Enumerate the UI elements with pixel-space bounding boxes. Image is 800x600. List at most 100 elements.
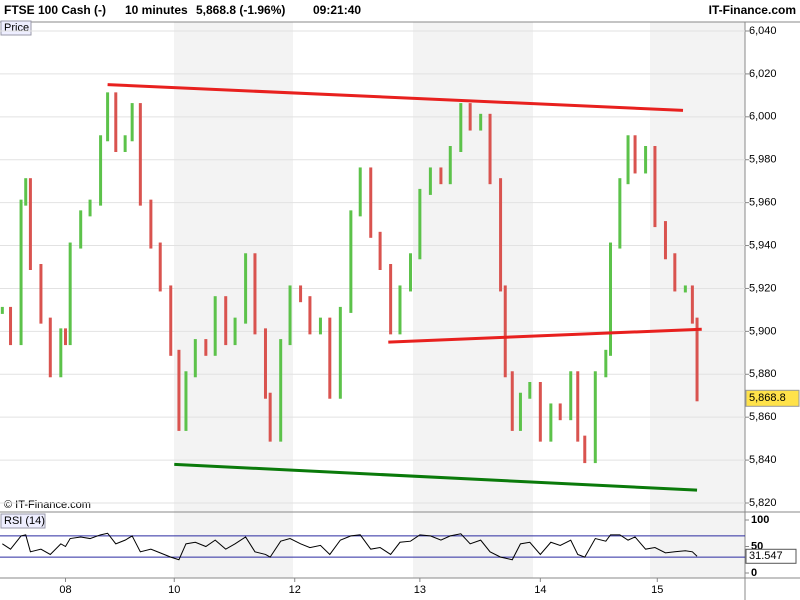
candle (609, 242, 613, 356)
rsi-title: RSI (14) (4, 515, 45, 527)
y-tick-label: 5,820 (749, 497, 777, 509)
candle (695, 317, 699, 402)
day-shading (174, 22, 745, 578)
rsi-label-box (0, 513, 46, 529)
candle (558, 403, 562, 421)
candle (63, 328, 67, 346)
candle (499, 178, 503, 292)
site: IT-Finance.com (709, 3, 796, 17)
candle (369, 167, 373, 238)
candle (158, 242, 162, 292)
candle (19, 199, 23, 346)
y-tick-label: 6,000 (749, 111, 777, 123)
candle (138, 103, 142, 206)
candle (24, 178, 28, 206)
candle (299, 285, 303, 303)
candle (389, 264, 393, 335)
time: 09:21:40 (313, 3, 361, 17)
y-tick-label: 5,960 (749, 197, 777, 209)
last-price-label: 5,868.8 (749, 392, 786, 404)
y-tick-label: 6,040 (749, 25, 777, 37)
candle (683, 285, 687, 293)
day-band (650, 22, 745, 578)
candle (468, 103, 472, 131)
candle (488, 113, 492, 185)
candle (114, 92, 118, 152)
candle (123, 135, 127, 152)
y-tick-label: 5,880 (749, 368, 777, 380)
candle (418, 188, 422, 260)
candle (448, 146, 452, 185)
candle (633, 135, 637, 174)
candle (233, 317, 237, 346)
candle (358, 167, 362, 217)
x-tick-label: 13 (414, 584, 426, 596)
candle (503, 285, 507, 378)
candle (169, 285, 173, 356)
candle (398, 285, 402, 335)
candle (518, 392, 522, 431)
candle (576, 371, 580, 442)
trend-line (107, 83, 684, 112)
candle (459, 103, 463, 152)
candle (583, 435, 587, 464)
candle (308, 296, 312, 335)
day-band (413, 22, 533, 578)
candle (268, 392, 272, 442)
candle (510, 371, 514, 431)
candle (673, 253, 677, 292)
candle (149, 199, 153, 249)
x-tick-label: 08 (59, 584, 71, 596)
candle (549, 403, 553, 442)
candle (130, 103, 134, 142)
candle (39, 264, 43, 324)
y-tick-label: 100 (751, 514, 769, 526)
candle (106, 92, 110, 142)
candle (479, 113, 483, 131)
candle (528, 382, 532, 399)
candle (569, 371, 573, 421)
candle (263, 328, 267, 399)
candle (663, 221, 667, 260)
last-rsi-label: 31.547 (749, 550, 783, 562)
candle (59, 328, 63, 378)
candle (288, 285, 292, 346)
candle (79, 210, 83, 249)
instrument: FTSE 100 Cash (-) (4, 3, 106, 17)
y-tick-label: 5,920 (749, 282, 777, 294)
interval: 10 minutes (125, 3, 188, 17)
candle (409, 253, 413, 292)
x-tick-label: 14 (534, 584, 546, 596)
candle (338, 306, 342, 399)
candle (244, 253, 248, 324)
candle (48, 317, 52, 378)
y-tick-label: 0 (751, 567, 757, 579)
candle (279, 339, 283, 442)
candle (653, 146, 657, 228)
x-tick-label: 10 (168, 584, 180, 596)
candle (177, 349, 181, 431)
y-tick-label: 5,840 (749, 454, 777, 466)
candle (328, 317, 332, 399)
copyright: © IT-Finance.com (4, 499, 91, 511)
trend-line (174, 462, 698, 492)
last-rsi-box (745, 548, 797, 564)
candle (88, 199, 92, 217)
candle (253, 253, 257, 335)
candle (318, 317, 322, 335)
candle (28, 178, 32, 270)
rsi-line (2, 532, 698, 561)
candle (0, 306, 4, 314)
trend-line (388, 327, 702, 344)
candle (604, 349, 608, 378)
candle (428, 167, 432, 195)
header-bar (0, 0, 800, 22)
candle (644, 146, 648, 174)
candle (626, 135, 630, 185)
candle (224, 296, 228, 346)
x-tick-label: 15 (651, 584, 663, 596)
y-tick-label: 6,020 (749, 68, 777, 80)
candle (9, 306, 13, 346)
